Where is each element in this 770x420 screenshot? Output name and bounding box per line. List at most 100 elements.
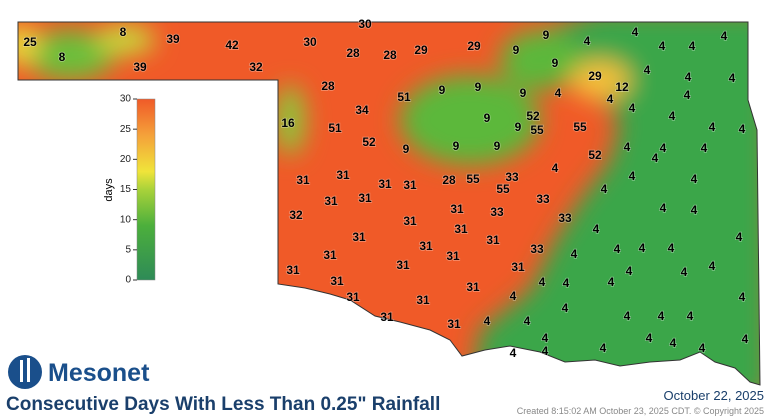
county-value: 31 (403, 214, 417, 228)
county-value: 4 (685, 70, 692, 84)
county-value: 4 (524, 314, 531, 328)
county-value: 33 (536, 192, 550, 206)
county-value: 4 (742, 332, 749, 346)
county-value: 4 (689, 39, 696, 53)
county-value: 4 (563, 276, 570, 290)
county-value: 31 (380, 310, 394, 324)
county-value: 31 (447, 317, 461, 331)
county-value: 4 (721, 29, 728, 43)
county-value: 31 (419, 239, 433, 253)
county-value: 4 (681, 265, 688, 279)
county-value: 33 (505, 170, 519, 184)
county-value: 4 (646, 331, 653, 345)
county-value: 4 (736, 230, 743, 244)
title: Consecutive Days With Less Than 0.25" Ra… (6, 394, 440, 415)
tick-label: 10 (120, 214, 132, 225)
county-value: 42 (225, 38, 239, 52)
county-value: 4 (571, 247, 578, 261)
county-value: 12 (615, 80, 629, 94)
colorbar (136, 98, 156, 281)
county-value: 4 (624, 309, 631, 323)
county-value: 31 (446, 249, 460, 263)
county-value: 31 (403, 178, 417, 192)
county-value: 9 (515, 120, 522, 134)
county-value: 31 (324, 194, 338, 208)
county-value: 4 (687, 309, 694, 323)
county-value: 31 (466, 280, 480, 294)
county-value: 4 (660, 201, 667, 215)
date: October 22, 2025 (664, 388, 764, 403)
county-value: 9 (475, 80, 482, 94)
county-value: 31 (286, 263, 300, 277)
county-value: 29 (588, 69, 602, 83)
county-value: 4 (562, 301, 569, 315)
county-value: 29 (467, 39, 481, 53)
county-value: 4 (510, 289, 517, 303)
county-value: 31 (511, 260, 525, 274)
county-value: 33 (490, 205, 504, 219)
county-value: 4 (709, 259, 716, 273)
county-value: 31 (336, 168, 350, 182)
county-value: 28 (321, 79, 335, 93)
county-value: 51 (397, 90, 411, 104)
county-value: 28 (442, 173, 456, 187)
county-value: 39 (166, 32, 180, 46)
county-value: 4 (552, 161, 559, 175)
county-value: 51 (328, 121, 342, 135)
county-value: 32 (249, 60, 263, 74)
county-value: 9 (439, 83, 446, 97)
logo-icon (8, 355, 42, 389)
county-value: 4 (669, 109, 676, 123)
county-value: 31 (330, 274, 344, 288)
county-value: 4 (539, 275, 546, 289)
county-value: 31 (358, 191, 372, 205)
county-value: 30 (358, 17, 372, 31)
county-value: 25 (23, 35, 37, 49)
county-value: 4 (542, 344, 549, 358)
county-value: 9 (403, 142, 410, 156)
county-value: 4 (639, 241, 646, 255)
county-value: 4 (652, 151, 659, 165)
logo-icon (20, 360, 23, 382)
county-value: 4 (668, 241, 675, 255)
county-value: 33 (558, 211, 572, 225)
county-value: 52 (526, 109, 540, 123)
tick-label: 5 (125, 244, 131, 255)
county-value: 4 (691, 203, 698, 217)
county-value: 31 (416, 293, 430, 307)
county-value: 4 (701, 141, 708, 155)
legend-label: days (103, 178, 115, 202)
county-value: 33 (530, 242, 544, 256)
county-value: 31 (450, 202, 464, 216)
county-value: 4 (484, 314, 491, 328)
tick-label: 25 (120, 124, 132, 135)
county-value: 28 (346, 46, 360, 60)
tick-label: 20 (120, 154, 132, 165)
county-value: 8 (120, 25, 127, 39)
county-value: 31 (378, 177, 392, 191)
county-value: 31 (296, 173, 310, 187)
county-value: 4 (632, 25, 639, 39)
county-value: 4 (593, 222, 600, 236)
county-value: 55 (466, 172, 480, 186)
county-value: 4 (600, 341, 607, 355)
colorbar-ticks: 0 5 10 15 20 25 30 (120, 94, 137, 286)
county-value: 31 (454, 222, 468, 236)
county-value: 4 (629, 169, 636, 183)
logo-text: Mesonet (48, 359, 150, 387)
county-value: 4 (542, 331, 549, 345)
county-value: 4 (510, 346, 517, 360)
county-value: 34 (355, 103, 369, 117)
county-value: 4 (739, 122, 746, 136)
county-value: 4 (699, 341, 706, 355)
logo: Mesonet (8, 355, 150, 389)
county-value: 4 (608, 275, 615, 289)
logo-icon (27, 358, 30, 382)
county-value: 4 (624, 140, 631, 154)
county-value: 4 (644, 63, 651, 77)
county-value: 4 (555, 86, 562, 100)
county-value: 9 (453, 139, 460, 153)
county-value: 31 (486, 233, 500, 247)
